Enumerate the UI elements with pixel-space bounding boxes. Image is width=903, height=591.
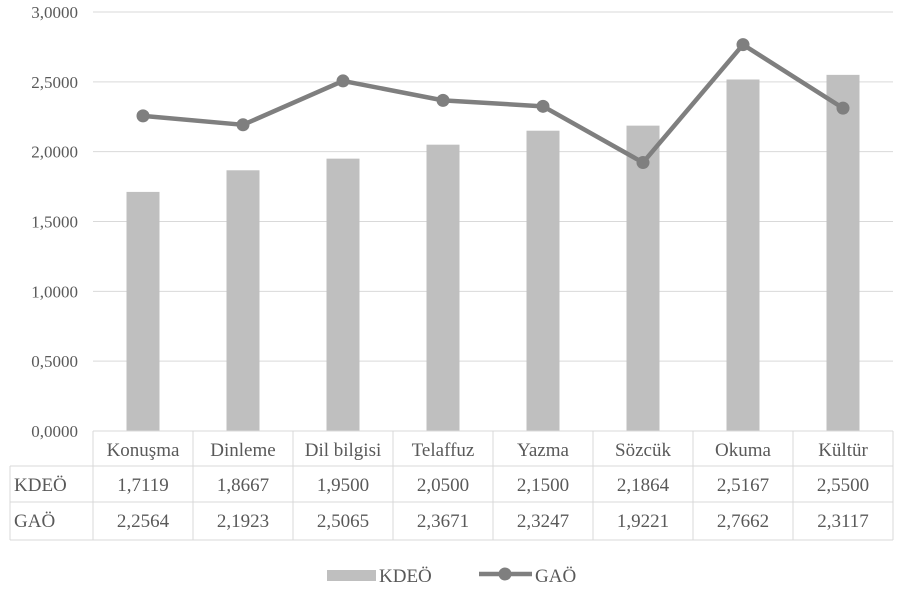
bar-kdeo [226, 170, 260, 431]
legend-label-kdeo: KDEÖ [379, 566, 432, 587]
table-value: 2,5065 [317, 511, 369, 532]
gridlines [93, 11, 893, 362]
category-label: Telaffuz [412, 440, 475, 461]
bar-kdeo [826, 74, 860, 431]
table-value: 2,1864 [617, 475, 670, 496]
bar-kdeo [426, 144, 460, 431]
table-value: 2,1923 [217, 511, 269, 532]
gao-line-series [136, 38, 850, 170]
kdeo-bars [126, 74, 860, 431]
y-tick-label: 0,0000 [31, 422, 78, 441]
table-value: 2,7662 [717, 511, 769, 532]
y-axis-tick-labels: 0,0000 0,5000 1,0000 1,5000 2,0000 2,5000 3,00… [31, 3, 78, 441]
table-value: 2,5500 [817, 475, 869, 496]
point-gao [636, 156, 650, 170]
category-label: Sözcük [615, 440, 671, 461]
point-gao [336, 74, 350, 88]
table-value: 2,5167 [717, 475, 769, 496]
point-gao [236, 118, 250, 132]
legend-swatch-kdeo [327, 570, 376, 581]
bar-kdeo [726, 79, 760, 431]
category-label: Dil bilgisi [305, 440, 382, 461]
y-tick-label: 3,0000 [31, 3, 78, 22]
bar-kdeo [526, 130, 560, 431]
table-value: 1,7119 [117, 475, 169, 496]
category-label: Konuşma [107, 440, 180, 461]
table-value: 2,3117 [817, 511, 869, 532]
point-gao [536, 99, 550, 113]
table-value: 2,3247 [517, 511, 569, 532]
legend-label-gao: GAÖ [535, 566, 576, 587]
y-tick-label: 1,0000 [31, 282, 78, 301]
bar-kdeo [126, 191, 160, 431]
y-tick-label: 1,5000 [31, 213, 78, 232]
point-gao [836, 101, 850, 115]
table-value: 2,0500 [417, 475, 469, 496]
line-gao [142, 42, 845, 165]
table-series-name: KDEÖ [14, 475, 67, 496]
bar-kdeo [326, 158, 360, 431]
y-tick-label: 0,5000 [31, 352, 78, 371]
table-value: 1,8667 [217, 475, 269, 496]
category-label: Yazma [517, 440, 569, 461]
table-series-name: GAÖ [14, 511, 55, 532]
y-tick-label: 2,0000 [31, 143, 78, 162]
category-label: Okuma [715, 440, 772, 461]
legend-marker-gao [498, 567, 512, 581]
table-value: 2,3671 [417, 511, 469, 532]
point-gao [436, 93, 450, 107]
point-gao [736, 38, 750, 52]
category-label: Dinleme [210, 440, 275, 461]
bar-kdeo [626, 125, 660, 431]
table-value: 1,9221 [617, 511, 669, 532]
legend: KDEÖ GAÖ [327, 566, 576, 587]
category-label: Kültür [818, 440, 868, 461]
table-value: 2,2564 [117, 511, 170, 532]
point-gao [136, 109, 150, 123]
table-value: 1,9500 [317, 475, 369, 496]
table-value: 2,1500 [517, 475, 569, 496]
data-table: Konuşma Dinleme Dil bilgisi Telaffuz Yazma Sö… [9, 430, 894, 541]
y-tick-label: 2,5000 [31, 73, 78, 92]
